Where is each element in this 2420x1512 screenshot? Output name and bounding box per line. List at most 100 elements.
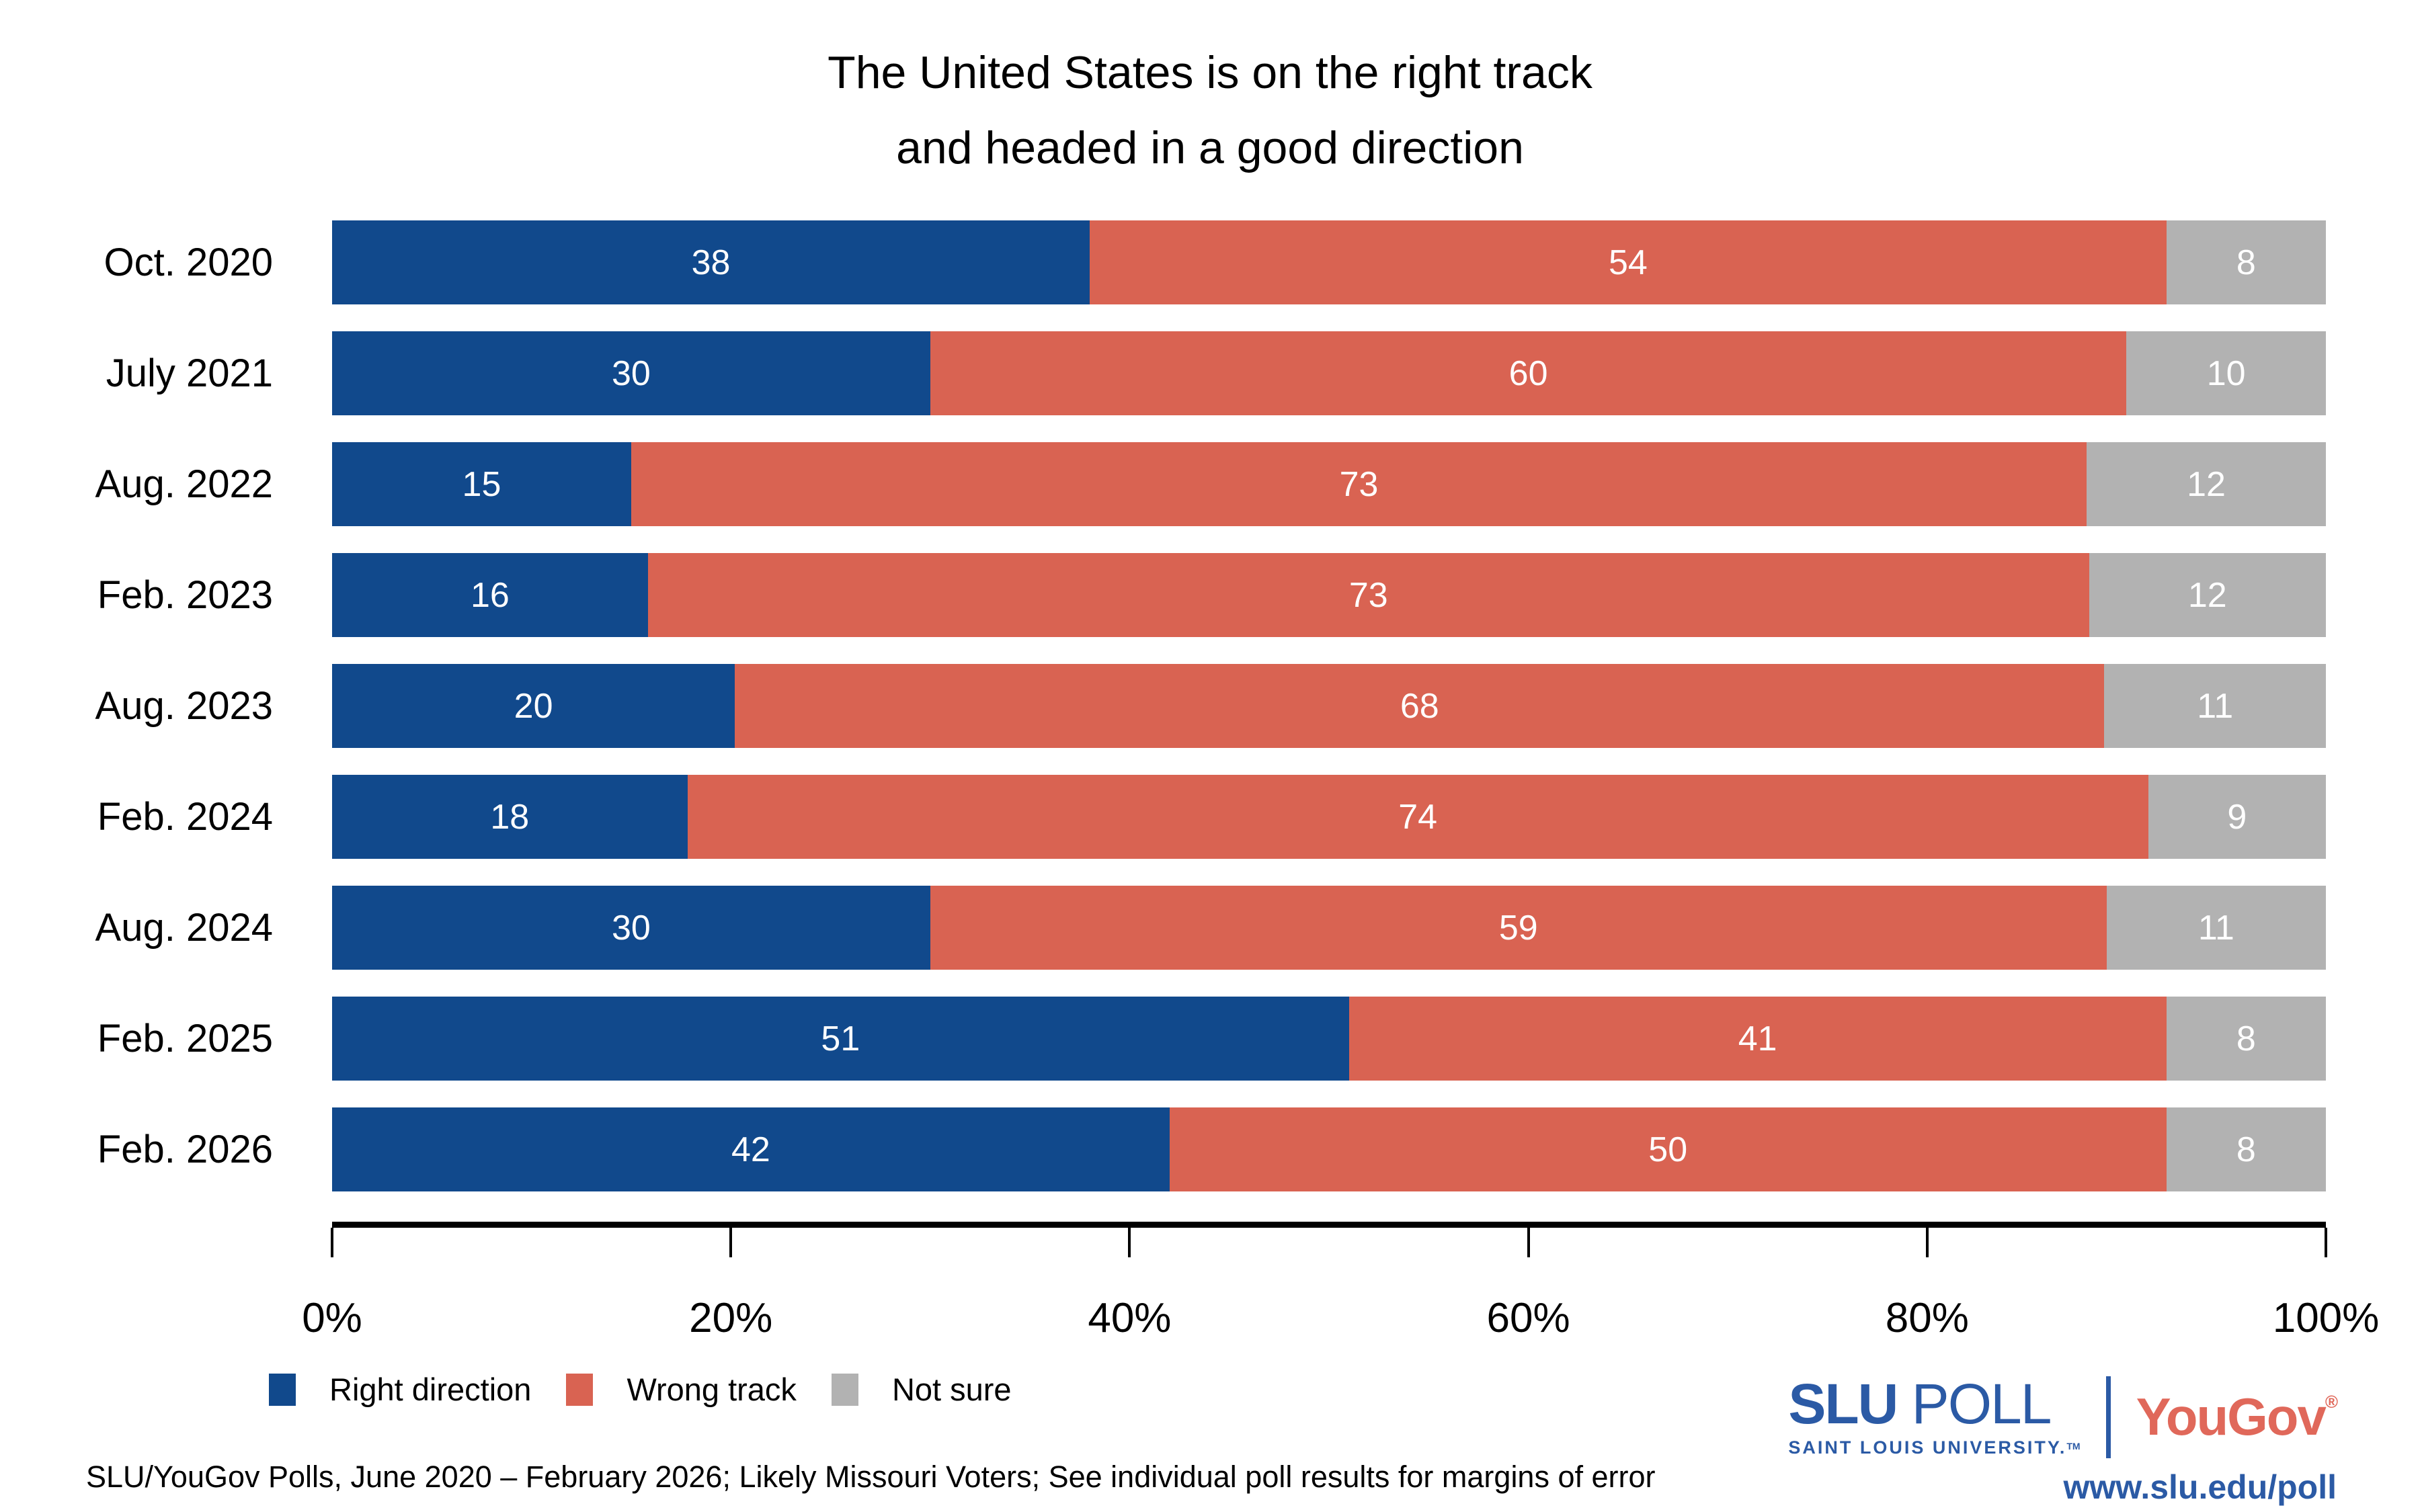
slu-word: SLU bbox=[1788, 1372, 1898, 1435]
source-note: SLU/YouGov Polls, June 2020 – February 2… bbox=[86, 1460, 1656, 1494]
slu-poll-logo: SLU POLL SAINT LOUIS UNIVERSITY.TM bbox=[1788, 1376, 2080, 1458]
bar-row: Feb. 2025 51 41 8 bbox=[0, 997, 2326, 1081]
bar-segment-not-sure: 8 bbox=[2166, 997, 2326, 1081]
legend-item-wrong-track: Wrong track bbox=[566, 1371, 797, 1408]
slu-university-subtitle: SAINT LOUIS UNIVERSITY.TM bbox=[1788, 1437, 2081, 1458]
legend-item-not-sure: Not sure bbox=[831, 1371, 1012, 1408]
title-line-1: The United States is on the right track bbox=[828, 47, 1592, 98]
bar-segment-right-direction: 16 bbox=[332, 553, 648, 637]
bar-area: 18 74 9 bbox=[332, 775, 2326, 859]
segment-value-label: 16 bbox=[471, 575, 510, 615]
bar-segment-not-sure: 9 bbox=[2148, 775, 2326, 859]
bar-segment-right-direction: 42 bbox=[332, 1107, 1170, 1191]
logo-row: SLU POLL SAINT LOUIS UNIVERSITY.TM YouGo… bbox=[1788, 1376, 2338, 1458]
segment-value-label: 73 bbox=[1339, 464, 1379, 504]
x-axis-tick bbox=[331, 1228, 333, 1257]
bar-segment-wrong-track: 59 bbox=[930, 886, 2107, 970]
x-axis-tick bbox=[1925, 1228, 1929, 1257]
bar-segment-not-sure: 11 bbox=[2104, 664, 2326, 748]
segment-value-label: 12 bbox=[2187, 464, 2226, 504]
trademark-mark: TM bbox=[2066, 1441, 2081, 1452]
bar-segment-not-sure: 8 bbox=[2166, 1107, 2326, 1191]
bar-segment-right-direction: 30 bbox=[332, 886, 930, 970]
title-line-2: and headed in a good direction bbox=[896, 122, 1524, 173]
bar-area: 42 50 8 bbox=[332, 1107, 2326, 1191]
legend-label: Not sure bbox=[891, 1372, 1012, 1407]
bar-segment-not-sure: 12 bbox=[2087, 442, 2327, 526]
x-axis-tick-label: 80% bbox=[1885, 1295, 1969, 1341]
bar-segment-wrong-track: 68 bbox=[735, 664, 2105, 748]
poll-word: POLL bbox=[1911, 1372, 2052, 1435]
row-label: Oct. 2020 bbox=[104, 241, 273, 284]
row-label: Feb. 2023 bbox=[97, 573, 273, 617]
bar-area: 30 59 11 bbox=[332, 886, 2326, 970]
segment-value-label: 8 bbox=[2236, 1130, 2256, 1169]
bar-row: Feb. 2026 42 50 8 bbox=[0, 1107, 2326, 1191]
bar-row: Aug. 2024 30 59 11 bbox=[0, 886, 2326, 970]
segment-value-label: 8 bbox=[2236, 243, 2256, 282]
x-axis-tick bbox=[2325, 1228, 2327, 1257]
bar-segment-wrong-track: 60 bbox=[930, 331, 2127, 415]
segment-value-label: 11 bbox=[2197, 908, 2234, 948]
legend-swatch bbox=[566, 1373, 594, 1406]
segment-value-label: 38 bbox=[691, 243, 731, 282]
branding-block: SLU POLL SAINT LOUIS UNIVERSITY.TM YouGo… bbox=[1788, 1376, 2338, 1507]
registered-mark: ® bbox=[2325, 1392, 2338, 1412]
poll-url: www.slu.edu/poll bbox=[2063, 1468, 2337, 1506]
bar-segment-wrong-track: 41 bbox=[1348, 997, 2167, 1081]
bar-segment-not-sure: 10 bbox=[2126, 331, 2326, 415]
bar-area: 20 68 11 bbox=[332, 664, 2326, 748]
bar-area: 15 73 12 bbox=[332, 442, 2327, 526]
legend-swatch bbox=[269, 1373, 296, 1406]
bar-row: Feb. 2024 18 74 9 bbox=[0, 775, 2326, 859]
legend: Right direction Wrong track Not sure bbox=[269, 1371, 1012, 1408]
segment-value-label: 50 bbox=[1648, 1130, 1688, 1169]
segment-value-label: 54 bbox=[1608, 243, 1648, 282]
legend-item-right-direction: Right direction bbox=[269, 1371, 531, 1408]
segment-value-label: 42 bbox=[731, 1130, 770, 1169]
bar-row: July 2021 30 60 10 bbox=[0, 331, 2326, 415]
row-label: Feb. 2025 bbox=[97, 1017, 273, 1060]
bar-segment-wrong-track: 74 bbox=[687, 775, 2148, 859]
segment-value-label: 20 bbox=[514, 686, 553, 726]
bar-row: Oct. 2020 38 54 8 bbox=[0, 220, 2326, 304]
x-axis-tick bbox=[1527, 1228, 1530, 1257]
legend-label: Right direction bbox=[329, 1372, 532, 1407]
bar-area: 16 73 12 bbox=[332, 553, 2326, 637]
x-axis-tick-label: 20% bbox=[689, 1295, 773, 1341]
segment-value-label: 8 bbox=[2236, 1019, 2256, 1058]
x-axis-tick-label: 100% bbox=[2272, 1295, 2380, 1341]
bar-segment-right-direction: 20 bbox=[332, 664, 735, 748]
x-axis-line bbox=[332, 1222, 2326, 1228]
bar-row: Feb. 2023 16 73 12 bbox=[0, 553, 2326, 637]
row-label: Aug. 2022 bbox=[95, 462, 273, 506]
page-title: The United States is on the right track … bbox=[0, 35, 2420, 185]
bar-area: 38 54 8 bbox=[332, 220, 2326, 304]
bar-area: 30 60 10 bbox=[332, 331, 2326, 415]
segment-value-label: 41 bbox=[1738, 1019, 1777, 1058]
bar-segment-right-direction: 51 bbox=[332, 997, 1349, 1081]
x-axis-tick-label: 60% bbox=[1486, 1295, 1570, 1341]
bar-segment-not-sure: 8 bbox=[2166, 220, 2326, 304]
row-label: Aug. 2024 bbox=[95, 906, 273, 950]
x-axis-tick-label: 40% bbox=[1088, 1295, 1172, 1341]
slu-poll-wordmark: SLU POLL bbox=[1788, 1376, 2052, 1432]
bar-segment-wrong-track: 54 bbox=[1090, 220, 2167, 304]
segment-value-label: 12 bbox=[2187, 575, 2227, 615]
segment-value-label: 18 bbox=[490, 797, 530, 837]
bar-segment-not-sure: 12 bbox=[2089, 553, 2326, 637]
segment-value-label: 30 bbox=[611, 353, 651, 393]
bar-segment-right-direction: 15 bbox=[332, 442, 631, 526]
segment-value-label: 9 bbox=[2227, 797, 2247, 837]
segment-value-label: 59 bbox=[1498, 908, 1538, 948]
bar-segment-wrong-track: 73 bbox=[631, 442, 2087, 526]
segment-value-label: 74 bbox=[1398, 797, 1438, 837]
row-label: July 2021 bbox=[106, 351, 273, 395]
segment-value-label: 10 bbox=[2206, 353, 2246, 393]
segment-value-label: 15 bbox=[462, 464, 501, 504]
bar-segment-wrong-track: 73 bbox=[647, 553, 2089, 637]
segment-value-label: 11 bbox=[2197, 686, 2234, 726]
bar-segment-not-sure: 11 bbox=[2106, 886, 2326, 970]
bar-row: Aug. 2023 20 68 11 bbox=[0, 664, 2326, 748]
